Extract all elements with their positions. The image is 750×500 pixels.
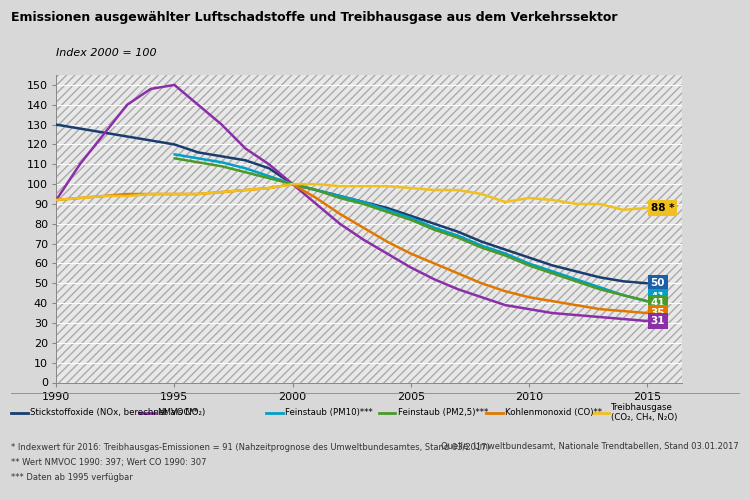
Text: Emissionen ausgewählter Luftschadstoffe und Treibhausgase aus dem Verkehrssektor: Emissionen ausgewählter Luftschadstoffe …	[11, 11, 618, 24]
Text: Kohlenmonoxid (CO)**: Kohlenmonoxid (CO)**	[505, 408, 602, 417]
Text: 88 *: 88 *	[650, 203, 674, 213]
Text: NMVOC**: NMVOC**	[158, 408, 199, 417]
Text: 31: 31	[650, 316, 665, 326]
Text: Treibhausgase
(CO₂, CH₄, N₂O): Treibhausgase (CO₂, CH₄, N₂O)	[611, 403, 678, 422]
Text: *** Daten ab 1995 verfügbar: *** Daten ab 1995 verfügbar	[11, 472, 133, 482]
Text: Quelle: Umweltbundesamt, Nationale Trendtabellen, Stand 03.01.2017: Quelle: Umweltbundesamt, Nationale Trend…	[441, 442, 739, 452]
Text: Stickstoffoxide (NOx, berechnet als NO₂): Stickstoffoxide (NOx, berechnet als NO₂)	[30, 408, 206, 417]
Text: 41: 41	[650, 298, 665, 308]
Text: 35: 35	[650, 308, 665, 318]
Text: 41: 41	[650, 292, 665, 302]
Text: Feinstaub (PM10)***: Feinstaub (PM10)***	[285, 408, 373, 417]
Text: Feinstaub (PM2,5)***: Feinstaub (PM2,5)***	[398, 408, 488, 417]
Text: 50: 50	[650, 278, 665, 288]
Text: * Indexwert für 2016: Treibhausgas-Emissionen = 91 (Nahzeitprognose des Umweltbu: * Indexwert für 2016: Treibhausgas-Emiss…	[11, 442, 490, 452]
Text: Index 2000 = 100: Index 2000 = 100	[56, 48, 157, 58]
Text: ** Wert NMVOC 1990: 397; Wert CO 1990: 307: ** Wert NMVOC 1990: 397; Wert CO 1990: 3…	[11, 458, 207, 466]
